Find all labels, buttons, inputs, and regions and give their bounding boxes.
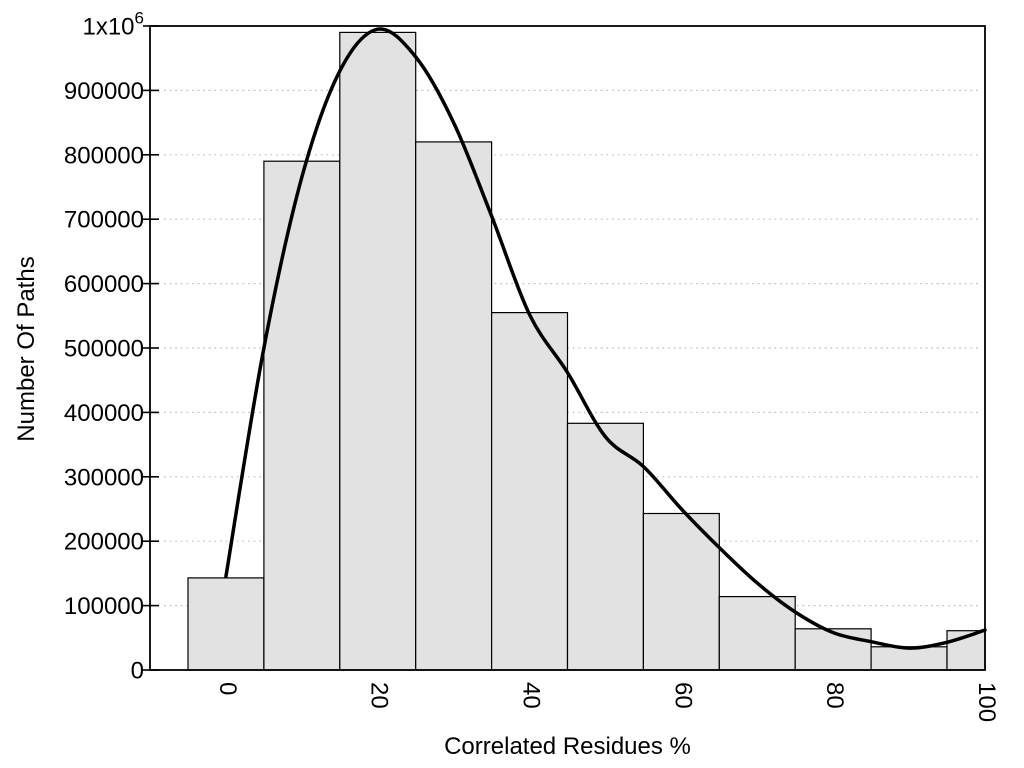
density-curve bbox=[224, 27, 987, 650]
x-tick-label: 80 bbox=[821, 682, 848, 709]
x-tick-label: 40 bbox=[518, 682, 545, 709]
y-tick-label: 0 bbox=[131, 658, 144, 685]
y-tick-label: 400000 bbox=[64, 400, 144, 427]
y-tick-label: 900000 bbox=[64, 78, 144, 105]
y-tick-label: 600000 bbox=[64, 271, 144, 298]
x-tick-label: 60 bbox=[669, 682, 696, 709]
y-tick-label: 800000 bbox=[64, 142, 144, 169]
y-tick-label: 700000 bbox=[64, 207, 144, 234]
x-axis-title: Correlated Residues % bbox=[444, 733, 691, 760]
histogram-bar bbox=[263, 160, 341, 671]
y-tick-label: 300000 bbox=[64, 464, 144, 491]
y-tick-label: 100000 bbox=[64, 593, 144, 620]
histogram-bar bbox=[794, 628, 872, 671]
plot-frame bbox=[149, 25, 986, 671]
y-tick-label: 1x106 bbox=[82, 9, 144, 41]
y-tick-label: 200000 bbox=[64, 529, 144, 556]
histogram-bar bbox=[642, 512, 720, 671]
histogram-bar bbox=[870, 646, 948, 671]
y-axis-title: Number Of Paths bbox=[13, 256, 40, 442]
histogram-bar bbox=[491, 312, 569, 671]
y-tick-label: 500000 bbox=[64, 336, 144, 363]
histogram-bar bbox=[415, 141, 493, 671]
histogram-bar bbox=[718, 595, 796, 671]
x-tick-label: 100 bbox=[973, 682, 1000, 722]
histogram-bar bbox=[339, 31, 417, 671]
histogram-bar bbox=[187, 577, 265, 671]
x-tick-label: 0 bbox=[214, 682, 241, 695]
x-tick-label: 20 bbox=[366, 682, 393, 709]
histogram-bar bbox=[566, 422, 645, 671]
